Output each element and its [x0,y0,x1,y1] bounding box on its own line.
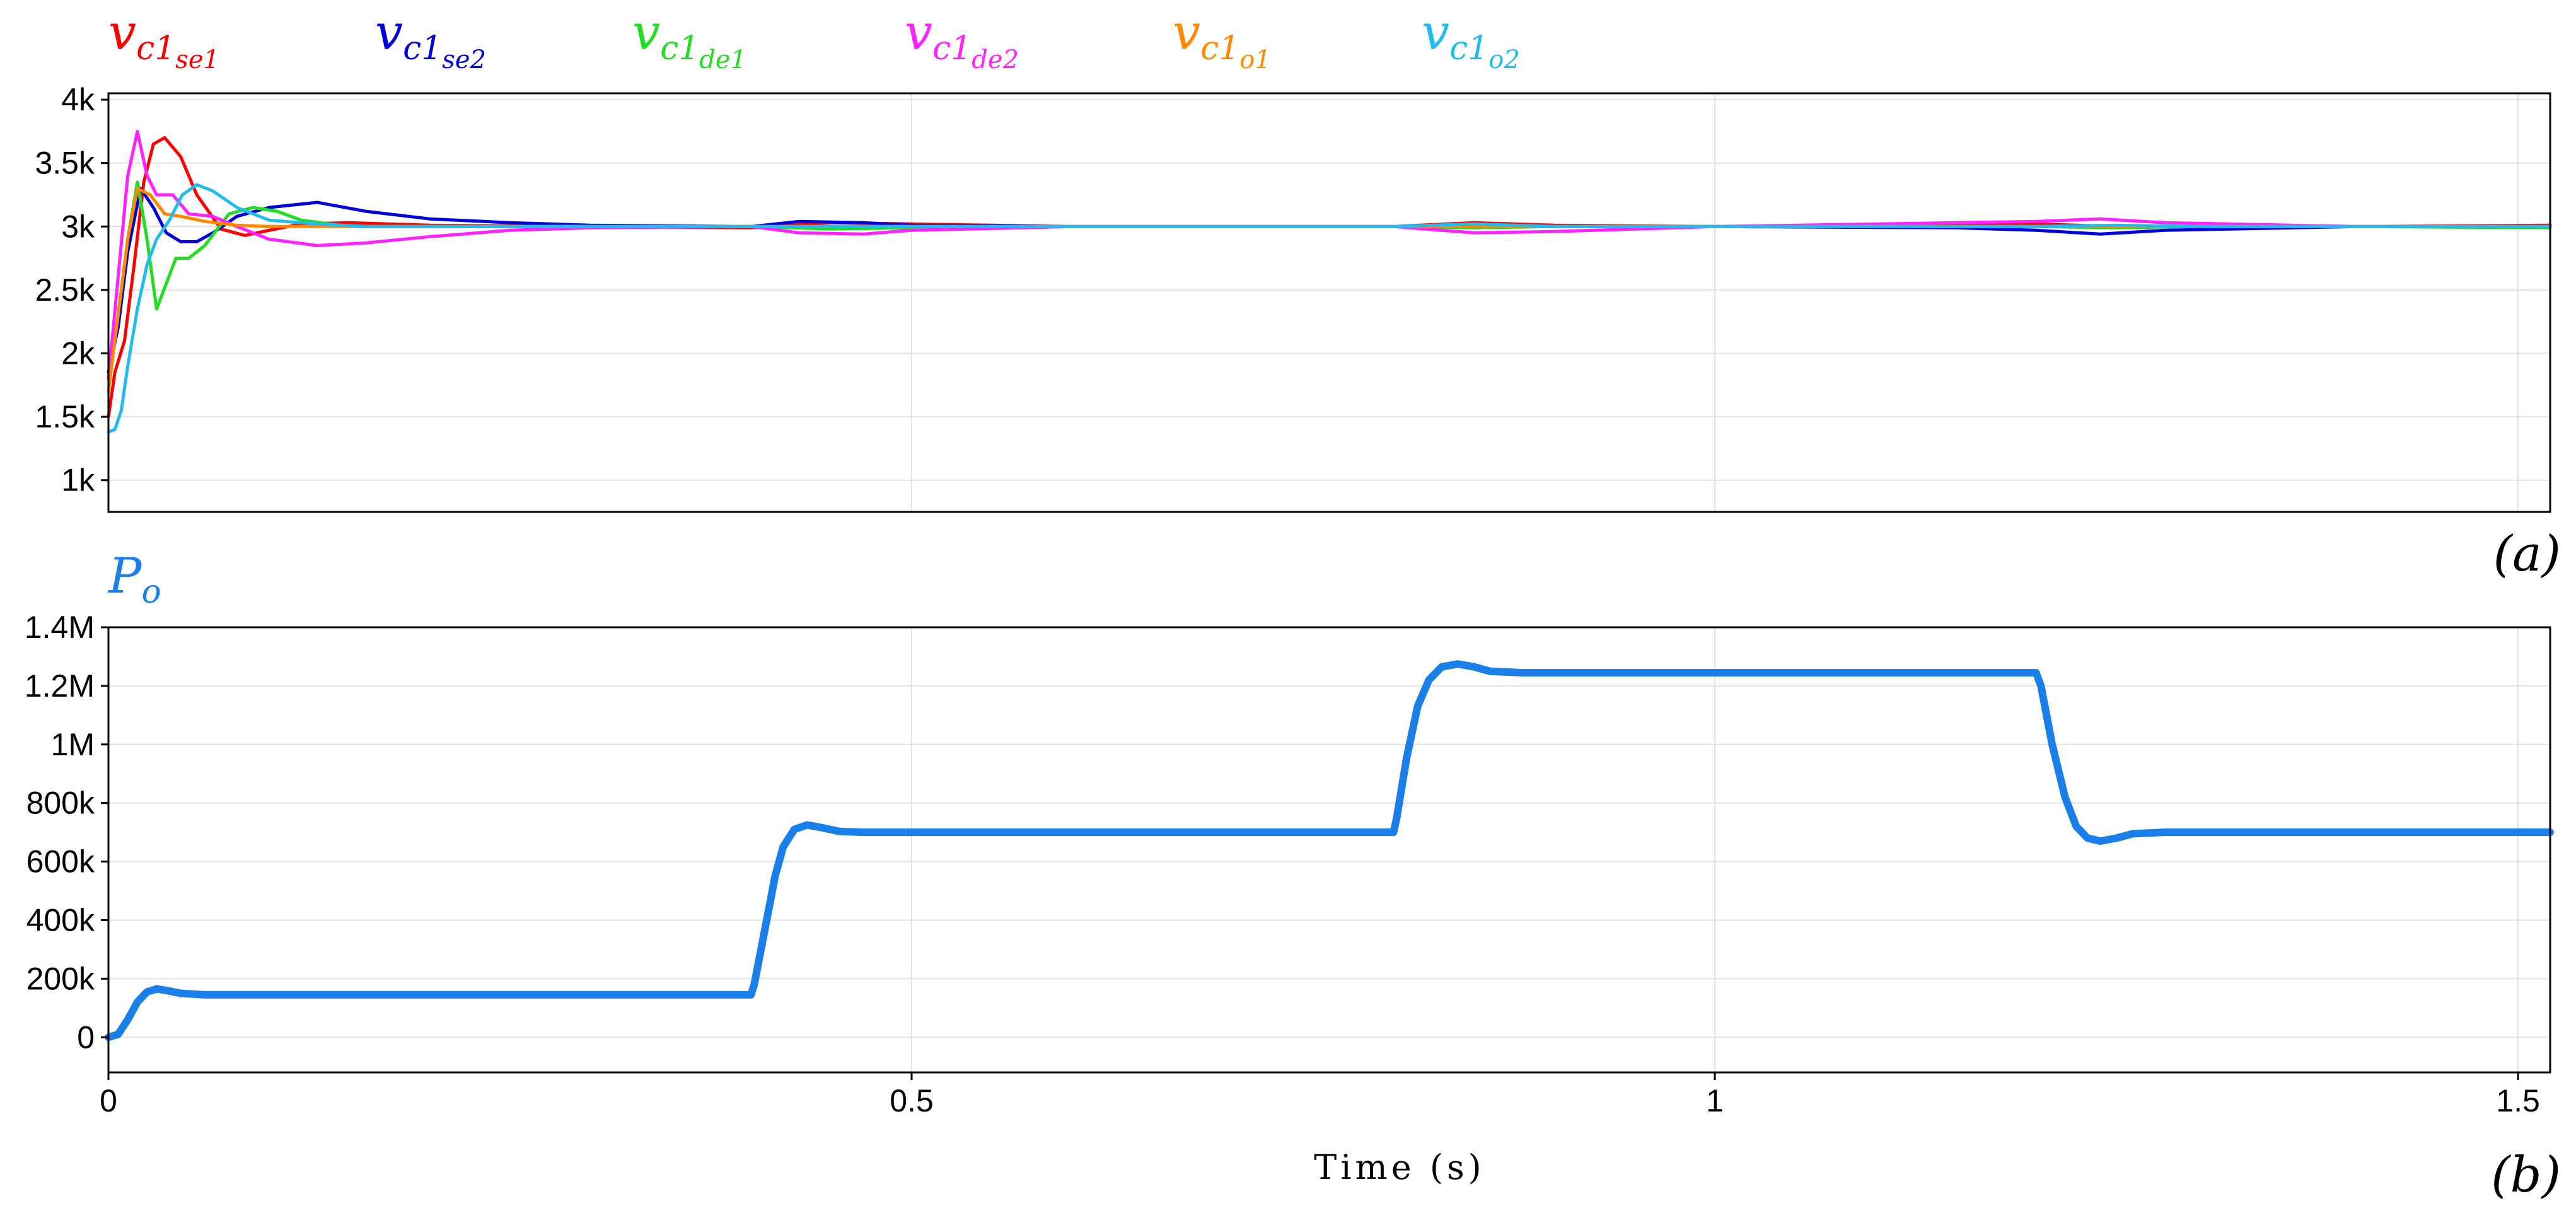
y-tick-label: 1.4M [25,610,95,645]
series-line-Po [105,660,2554,1042]
legend-panel-b: Po [107,548,161,611]
grid-panel-a [108,93,2550,512]
y-ticks-panel-a: 1k 1.5k 2k 2.5k 3k 3.5k 4k [35,82,108,498]
x-tick-label: 1 [1706,1083,1724,1118]
legend-entry-vc1se2: vc1se2 [375,4,486,74]
x-tick-label: 1.5 [2496,1083,2540,1118]
series-panel-a [107,129,2552,434]
y-tick-label: 1M [51,727,95,762]
panel-a: vc1se1 vc1se2 vc1de1 vc1de2 vc1o1 vc1o2 1k 1.5… [35,4,2561,583]
y-tick-label: 1k [61,463,95,498]
y-tick-label: 3.5k [35,146,95,181]
panel-label-b: (b) [2491,1147,2561,1204]
plot-frame-a [107,92,2551,513]
legend-entry-vc1o2: vc1o2 [1422,4,1520,74]
legend-entry-vc1se1: vc1se1 [108,4,219,74]
x-tick-label: 0 [100,1083,117,1118]
panel-label-a: (a) [2493,526,2561,583]
y-tick-label: 800k [26,786,95,821]
y-tick-label: 600k [26,844,95,879]
y-tick-label: 0 [77,1019,95,1055]
y-tick-label: 400k [26,902,95,937]
y-tick-label: 2k [61,335,95,371]
plot-area-b [108,627,2550,1072]
y-ticks-panel-b: 0 200k 400k 600k 800k 1M 1.2M 1.4M [25,610,108,1055]
plot-frame-b [107,626,2551,1074]
legend-entry-vc1de2: vc1de2 [905,4,1019,74]
plot-area-a [108,93,2550,512]
legend-entry-vc1de1: vc1de1 [632,4,746,74]
series-panel-b [105,660,2554,1042]
legend-panel-a: vc1se1 vc1se2 vc1de1 vc1de2 vc1o1 vc1o2 [108,4,1520,74]
x-ticks-panel-b: 0 0.5 1 1.5 [100,1072,2540,1118]
series-line-vc1o2 [107,183,2552,434]
y-tick-label: 200k [26,961,95,996]
y-tick-label: 3k [61,209,95,244]
legend-entry-vc1o1: vc1o1 [1173,4,1271,74]
legend-entry-Po: Po [107,548,161,611]
y-tick-label: 2.5k [35,272,95,308]
y-tick-label: 4k [61,82,95,117]
x-tick-label: 0.5 [890,1083,934,1118]
x-axis-label: Time (s) [1314,1147,1485,1187]
y-tick-label: 1.2M [25,668,95,704]
y-tick-label: 1.5k [35,399,95,434]
